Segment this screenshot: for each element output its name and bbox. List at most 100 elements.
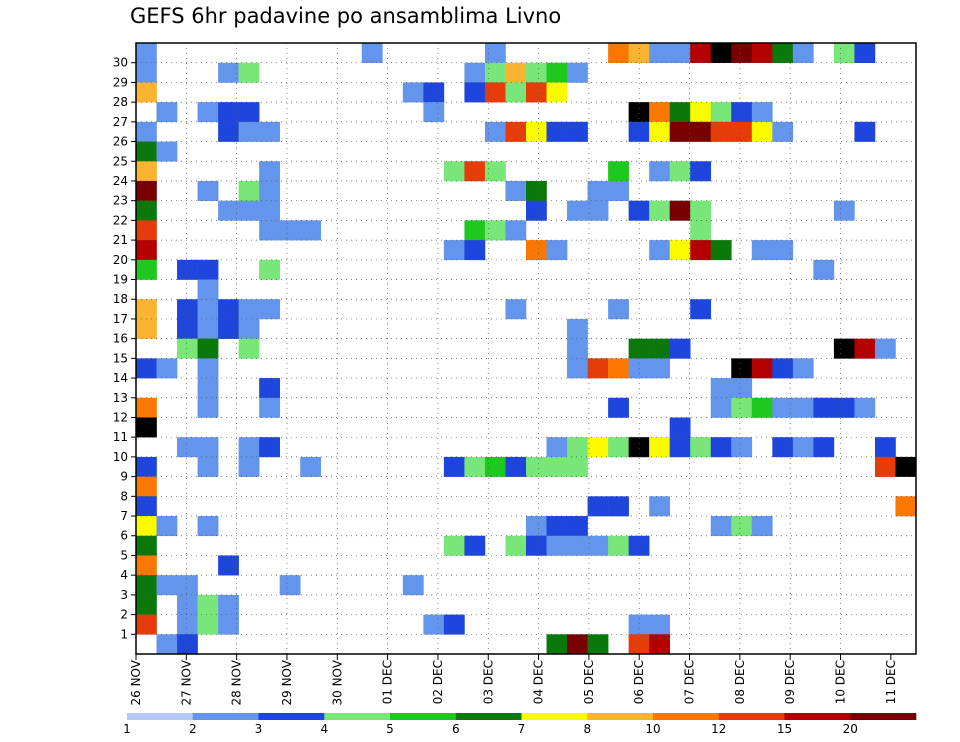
- heatmap-cell: [218, 614, 239, 635]
- heatmap-cell: [238, 299, 260, 320]
- heatmap-cell: [238, 180, 260, 201]
- legend-swatch: [324, 713, 391, 720]
- heatmap-cell: [608, 299, 629, 320]
- heatmap-cell: [792, 43, 814, 64]
- heatmap-cell: [874, 338, 896, 359]
- heatmap-cell: [238, 121, 260, 142]
- heatmap-cell: [505, 220, 527, 241]
- heatmap-cell: [608, 358, 629, 379]
- heatmap-cell: [464, 240, 486, 261]
- heatmap-cell: [751, 397, 773, 418]
- heatmap-cell: [690, 102, 712, 123]
- heatmap-cell: [300, 220, 322, 241]
- heatmap-cell: [731, 437, 753, 458]
- heatmap-cell: [526, 62, 547, 83]
- heatmap-cell: [690, 200, 712, 221]
- heatmap-cell: [177, 318, 198, 339]
- y-tick-label: 23: [113, 194, 128, 208]
- y-tick-label: 2: [120, 608, 128, 622]
- y-tick-label: 24: [113, 174, 128, 188]
- heatmap-cell: [402, 575, 424, 596]
- grid-layer: [136, 43, 916, 654]
- heatmap-cell: [136, 516, 157, 537]
- heatmap-cell: [690, 437, 712, 458]
- y-tick-label: 8: [120, 489, 128, 503]
- heatmap-cell: [608, 437, 629, 458]
- heatmap-cell: [628, 200, 650, 221]
- heatmap-cell: [649, 102, 670, 123]
- heatmap-cell: [259, 200, 280, 221]
- heatmap-cell: [608, 535, 629, 556]
- heatmap-cell: [259, 121, 280, 142]
- heatmap-cell: [649, 614, 670, 635]
- y-tick-label: 22: [113, 213, 128, 227]
- heatmap-cell: [484, 456, 506, 477]
- heatmap-cell: [136, 496, 157, 517]
- heatmap-cell: [854, 397, 876, 418]
- x-tick-label: 06 DEC: [632, 660, 646, 704]
- heatmap-cell: [813, 259, 835, 280]
- x-tick-label: 30 NOV: [330, 659, 344, 705]
- heatmap-cell: [833, 397, 855, 418]
- legend-swatch: [718, 713, 785, 720]
- heatmap-cell: [259, 180, 280, 201]
- heatmap-cell: [136, 397, 157, 418]
- heatmap-cell: [751, 240, 773, 261]
- heatmap-cell: [218, 62, 239, 83]
- heatmap-cell: [608, 43, 629, 64]
- legend-swatch: [192, 713, 259, 720]
- heatmap-cell: [731, 102, 753, 123]
- legend-label: 8: [583, 722, 591, 736]
- heatmap-cell: [710, 437, 732, 458]
- y-tick-label: 15: [113, 351, 128, 365]
- heatmap-cell: [136, 62, 157, 83]
- heatmap-cell: [136, 121, 157, 142]
- legend-swatch: [390, 713, 457, 720]
- heatmap-cell: [608, 496, 629, 517]
- heatmap-cell: [628, 614, 650, 635]
- y-tick-label: 7: [120, 509, 128, 523]
- legend-label: 4: [320, 722, 328, 736]
- legend-label: 10: [645, 722, 660, 736]
- heatmap-cell: [423, 614, 445, 635]
- heatmap-cell: [238, 437, 260, 458]
- heatmap-cell: [567, 516, 588, 537]
- heatmap-cell: [443, 456, 465, 477]
- heatmap-cell: [649, 200, 670, 221]
- heatmap-cell: [628, 437, 650, 458]
- heatmap-cell: [218, 594, 239, 615]
- heatmap-cell: [649, 634, 670, 655]
- heatmap-cell: [649, 43, 670, 64]
- heatmap-cell: [710, 378, 732, 399]
- heatmap-cell: [731, 397, 753, 418]
- x-tick-label: 09 DEC: [783, 660, 797, 704]
- heatmap-cell: [136, 82, 157, 103]
- plot-frame: [135, 42, 917, 655]
- heatmap-cell: [136, 535, 157, 556]
- heatmap-cell: [587, 634, 609, 655]
- heatmap-cell: [484, 43, 506, 64]
- heatmap-cell: [628, 121, 650, 142]
- heatmap-cell: [546, 437, 568, 458]
- y-axis: 1234567891011121314151617181920212223242…: [113, 56, 136, 641]
- heatmap-cell: [218, 555, 239, 576]
- heatmap-cell: [197, 437, 219, 458]
- x-tick-label: 26 NOV: [129, 659, 143, 705]
- heatmap-cell: [423, 82, 445, 103]
- heatmap-cell: [136, 43, 157, 64]
- heatmap-cell: [792, 397, 814, 418]
- heatmap-cell: [238, 338, 260, 359]
- heatmap-cell: [156, 102, 178, 123]
- heatmap-cell: [608, 397, 629, 418]
- heatmap-cell: [772, 358, 794, 379]
- y-tick-label: 10: [113, 450, 128, 464]
- heatmap-cell: [710, 102, 732, 123]
- heatmap-cell: [259, 161, 280, 182]
- y-tick-label: 4: [120, 568, 128, 582]
- heatmap-cell: [669, 200, 691, 221]
- legend-label: 12: [711, 722, 726, 736]
- heatmap-cell: [361, 43, 383, 64]
- heatmap-cell: [526, 200, 547, 221]
- heatmap-cell: [505, 535, 527, 556]
- heatmap-cell: [772, 240, 794, 261]
